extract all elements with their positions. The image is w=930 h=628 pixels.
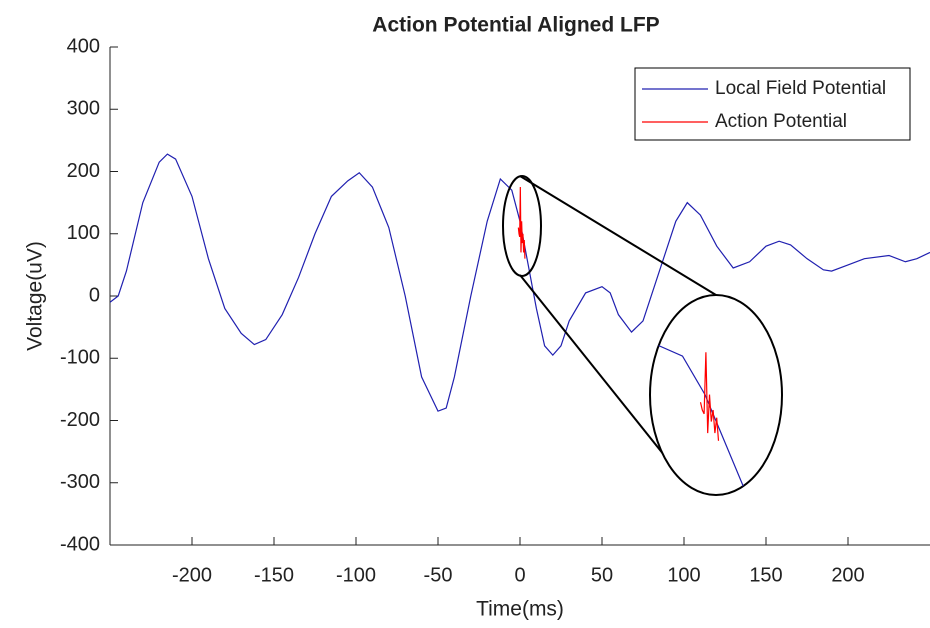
y-tick-label: 400 (67, 35, 100, 57)
inset-series-line (699, 352, 720, 441)
legend: Local Field Potential Action Potential (634, 67, 911, 141)
axes: -400 -300 -200 -100 0 100 200 300 400 -200 -150 -10… (60, 35, 930, 586)
zoom-inset (649, 294, 783, 496)
series-line (517, 187, 526, 259)
x-tick-label: -100 (336, 564, 376, 586)
inset-series-line (650, 310, 782, 495)
y-tick-label: -100 (60, 347, 100, 369)
y-tick-label: 200 (67, 160, 100, 182)
x-tick-label: -200 (172, 564, 212, 586)
y-tick-label: -400 (60, 533, 100, 555)
zoom-region (502, 175, 542, 277)
legend-label: Local Field Potential (715, 78, 886, 99)
y-axis-label: Voltage(uV) (24, 241, 47, 351)
chart-title: Action Potential Aligned LFP (372, 14, 659, 37)
y-tick-label: -200 (60, 409, 100, 431)
x-tick-label: 200 (831, 564, 864, 586)
x-tick-label: 0 (514, 564, 525, 586)
y-tick-label: 0 (89, 284, 100, 306)
inset-plot (650, 310, 782, 495)
y-tick-label: 100 (67, 222, 100, 244)
x-tick-label: -150 (254, 564, 294, 586)
legend-label: Action Potential (715, 111, 847, 132)
x-tick-label: 100 (667, 564, 700, 586)
legend-box (634, 67, 911, 141)
x-axis-label: Time(ms) (476, 598, 564, 621)
zoom-connector (519, 175, 717, 296)
x-tick-label: -50 (424, 564, 453, 586)
zoom-connector (519, 274, 677, 471)
x-tick-label: 150 (749, 564, 782, 586)
y-tick-label: -300 (60, 471, 100, 493)
y-tick-label: 300 (67, 98, 100, 120)
x-tick-label: 50 (591, 564, 613, 586)
plot-area (110, 153, 930, 412)
